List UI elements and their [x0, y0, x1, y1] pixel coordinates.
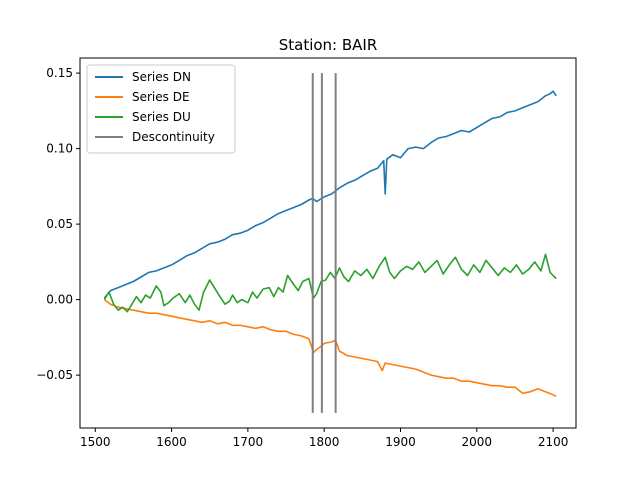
chart-title: Station: BAIR	[279, 36, 378, 54]
legend: Series DN Series DE Series DU Descontinuity	[86, 64, 236, 154]
y-tick-label: 0.10	[46, 142, 73, 156]
x-axis: 1500 1600 1700 1800 1900 2000 2100	[80, 428, 568, 449]
x-tick-label: 1700	[233, 435, 264, 449]
discontinuity-lines	[311, 73, 337, 413]
legend-label: Series DN	[132, 70, 191, 84]
y-tick-label: 0.00	[46, 293, 73, 307]
x-tick-label: 1800	[309, 435, 340, 449]
series-layer	[103, 90, 557, 398]
x-tick-label: 1900	[385, 435, 416, 449]
x-tick-label: 2100	[538, 435, 569, 449]
legend-box	[86, 64, 236, 154]
legend-label: Series DE	[132, 90, 190, 104]
y-tick-label: 0.15	[46, 66, 73, 80]
series-line-series-de	[103, 298, 557, 398]
x-tick-label: 1600	[156, 435, 187, 449]
x-tick-label: 2000	[462, 435, 493, 449]
series-line-series-dn	[103, 90, 557, 299]
series-line-series-du	[103, 253, 557, 313]
legend-label: Descontinuity	[132, 130, 215, 144]
legend-label: Series DU	[132, 110, 191, 124]
y-axis: −0.05 0.00 0.05 0.10 0.15	[36, 66, 80, 382]
y-tick-label: −0.05	[36, 368, 73, 382]
y-tick-label: 0.05	[46, 217, 73, 231]
plot-frame	[79, 57, 577, 429]
x-tick-label: 1500	[80, 435, 111, 449]
